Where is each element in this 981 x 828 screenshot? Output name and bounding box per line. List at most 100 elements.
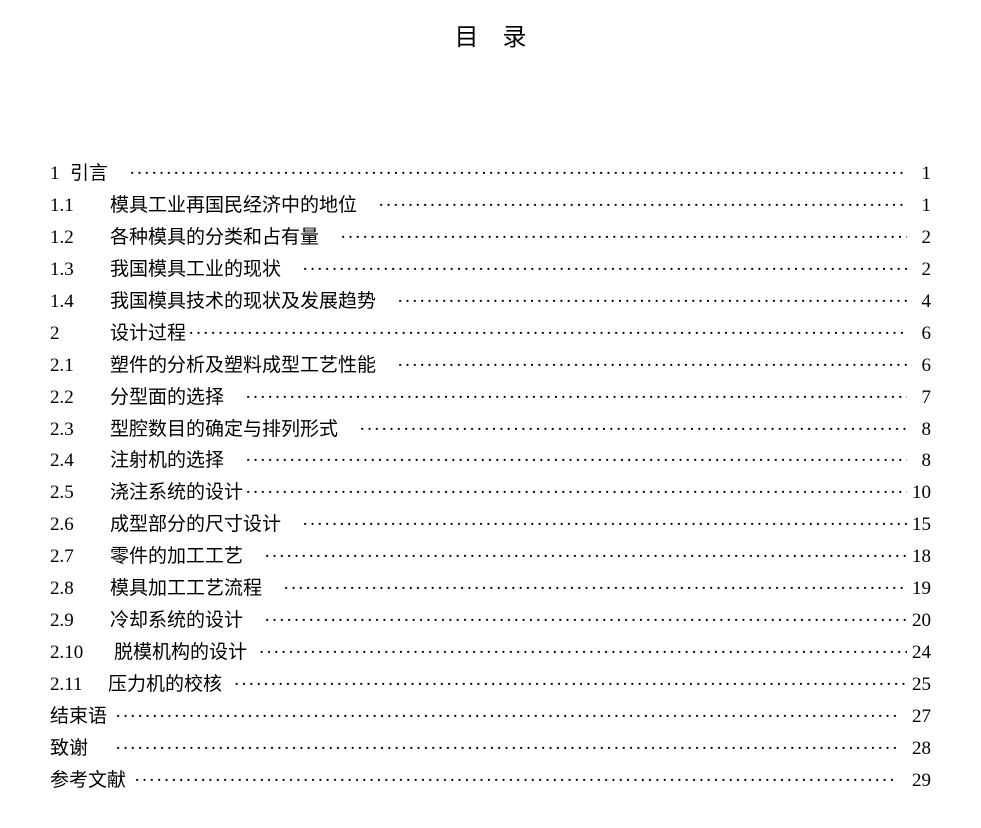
toc-leader-dots <box>281 573 907 605</box>
toc-entry-number: 1.3 <box>50 254 110 286</box>
toc-entry-number: 结束语 <box>50 701 113 733</box>
toc-leader-dots <box>243 445 907 477</box>
toc-entry-pad <box>357 190 376 222</box>
toc-entry-number: 2.11 <box>50 669 114 701</box>
toc-entry-number: 2 <box>50 318 110 350</box>
toc-entry-label: 我国模具工业的现状 <box>110 254 281 286</box>
toc-row: 1引言 1 <box>50 158 931 190</box>
toc-entry-page: 6 <box>907 350 931 382</box>
toc-entry-page: 18 <box>907 541 931 573</box>
toc-entry-pad <box>319 222 338 254</box>
toc-leader-dots <box>395 286 907 318</box>
toc-entry-number: 1.4 <box>50 286 110 318</box>
toc-entry-page: 28 <box>898 733 931 765</box>
toc-entry-label: 型腔数目的确定与排列形式 <box>110 414 338 446</box>
toc-entry-number: 2.10 <box>50 637 114 669</box>
toc-leader-dots <box>243 477 907 509</box>
toc-row: 2.6成型部分的尺寸设计 15 <box>50 509 931 541</box>
toc-entry-label: 各种模具的分类和占有量 <box>110 222 319 254</box>
toc-entry-pad <box>262 573 281 605</box>
toc-entry-number: 2.1 <box>50 350 110 382</box>
toc-row: 致谢 28 <box>50 733 931 765</box>
toc-entry-label: 冷却系统的设计 <box>110 605 243 637</box>
toc-entry-page: 6 <box>907 318 931 350</box>
toc-leader-dots <box>338 222 907 254</box>
toc-title: 目录 <box>50 18 931 58</box>
toc-row: 2设计过程 6 <box>50 318 931 350</box>
toc-entry-number: 2.2 <box>50 382 110 414</box>
toc-entry-label: 脱模机构的设计 <box>114 637 247 669</box>
toc-entry-page: 27 <box>898 701 931 733</box>
toc-entry-page: 8 <box>907 414 931 446</box>
toc-entry-pad <box>224 445 243 477</box>
toc-row: 1.3我国模具工业的现状 2 <box>50 254 931 286</box>
toc-entry-label: 压力机的校核 <box>108 669 222 701</box>
toc-leader-dots <box>127 158 907 190</box>
toc-entry-number: 1 <box>50 158 70 190</box>
toc-entry-label: 分型面的选择 <box>110 382 224 414</box>
toc-leader-dots <box>232 669 907 701</box>
toc-entry-page: 7 <box>907 382 931 414</box>
toc-row: 1.4我国模具技术的现状及发展趋势 4 <box>50 286 931 318</box>
toc-entry-number: 参考文献 <box>50 765 132 797</box>
toc-entry-page: 1 <box>907 158 931 190</box>
toc-row: 1.1模具工业再国民经济中的地位 1 <box>50 190 931 222</box>
toc-row: 2.2分型面的选择 7 <box>50 382 931 414</box>
toc-entry-page: 10 <box>907 477 931 509</box>
toc-entry-number: 2.3 <box>50 414 110 446</box>
toc-entry-number: 2.7 <box>50 541 110 573</box>
toc-row: 2.9冷却系统的设计 20 <box>50 605 931 637</box>
toc-leader-dots <box>357 414 907 446</box>
toc-entry-page: 2 <box>907 222 931 254</box>
toc-entry-page: 29 <box>898 765 931 797</box>
toc-entry-number: 1.1 <box>50 190 110 222</box>
toc-entry-page: 15 <box>907 509 931 541</box>
toc-leader-dots <box>257 637 907 669</box>
toc-entry-page: 20 <box>907 605 931 637</box>
toc-entry-number: 2.5 <box>50 477 110 509</box>
toc-row: 2.3型腔数目的确定与排列形式 8 <box>50 414 931 446</box>
toc-entry-label: 零件的加工工艺 <box>110 541 243 573</box>
toc-entry-pad <box>281 254 300 286</box>
toc-entry-label: 浇注系统的设计 <box>110 477 243 509</box>
table-of-contents: 1引言 11.1模具工业再国民经济中的地位 11.2各种模具的分类和占有量 21… <box>50 158 931 796</box>
toc-entry-number: 致谢 <box>50 733 94 765</box>
toc-entry-label: 引言 <box>70 158 108 190</box>
toc-row: 2.11压力机的校核 25 <box>50 669 931 701</box>
toc-row: 2.10脱模机构的设计 24 <box>50 637 931 669</box>
toc-entry-page: 4 <box>907 286 931 318</box>
toc-entry-label: 设计过程 <box>110 318 186 350</box>
toc-entry-number: 2.9 <box>50 605 110 637</box>
toc-entry-page: 25 <box>907 669 931 701</box>
toc-entry-label: 注射机的选择 <box>110 445 224 477</box>
toc-row: 2.5浇注系统的设计 10 <box>50 477 931 509</box>
toc-entry-pad <box>108 158 127 190</box>
toc-entry-label: 我国模具技术的现状及发展趋势 <box>110 286 376 318</box>
toc-entry-pad <box>338 414 357 446</box>
toc-row: 2.4注射机的选择 8 <box>50 445 931 477</box>
toc-leader-dots <box>243 382 907 414</box>
toc-entry-pad <box>243 605 262 637</box>
toc-entry-pad <box>281 509 300 541</box>
toc-row: 2.7零件的加工工艺 18 <box>50 541 931 573</box>
toc-leader-dots <box>113 701 898 733</box>
toc-leader-dots <box>186 318 907 350</box>
toc-entry-number: 2.6 <box>50 509 110 541</box>
toc-entry-number: 2.4 <box>50 445 110 477</box>
toc-entry-label: 塑件的分析及塑料成型工艺性能 <box>110 350 376 382</box>
toc-entry-pad <box>376 350 395 382</box>
toc-leader-dots <box>262 605 907 637</box>
toc-entry-label: 模具加工工艺流程 <box>110 573 262 605</box>
toc-entry-pad <box>224 382 243 414</box>
toc-entry-label: 模具工业再国民经济中的地位 <box>110 190 357 222</box>
toc-leader-dots <box>300 254 907 286</box>
toc-leader-dots <box>262 541 907 573</box>
toc-row: 2.8模具加工工艺流程 19 <box>50 573 931 605</box>
toc-entry-pad <box>243 541 262 573</box>
toc-leader-dots <box>376 190 907 222</box>
toc-entry-page: 8 <box>907 445 931 477</box>
toc-entry-page: 24 <box>907 637 931 669</box>
toc-row: 结束语 27 <box>50 701 931 733</box>
toc-entry-page: 1 <box>907 190 931 222</box>
toc-row: 2.1塑件的分析及塑料成型工艺性能 6 <box>50 350 931 382</box>
